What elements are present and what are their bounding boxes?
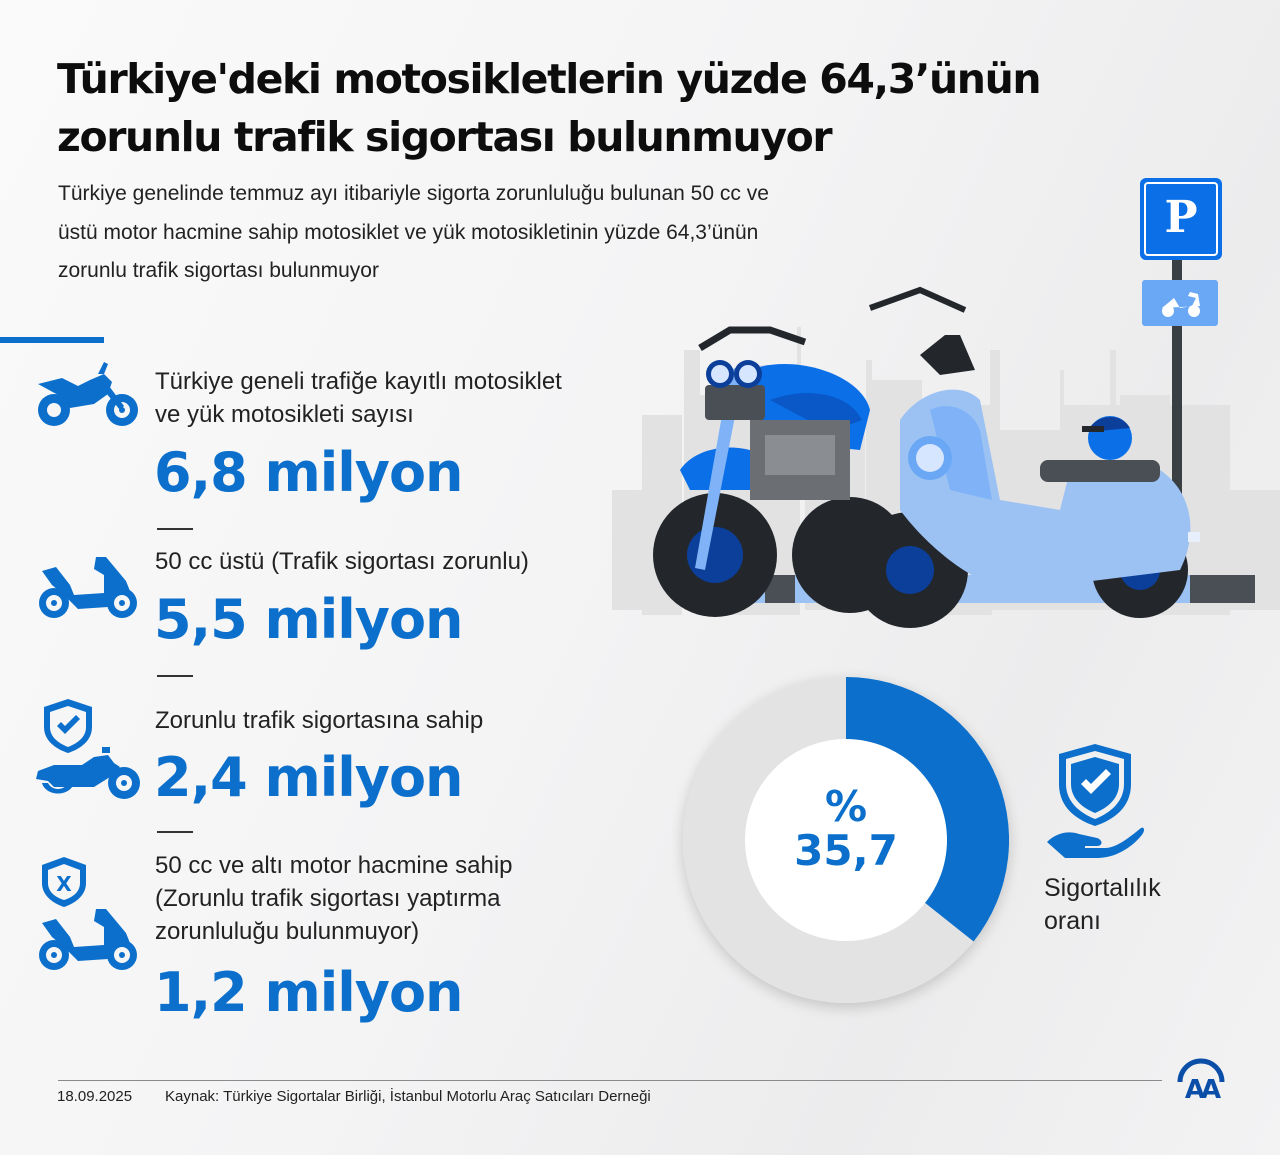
- aa-logo-icon: AA: [1177, 1058, 1225, 1102]
- title-line-1: Türkiye'deki motosikletlerin yüzde 64,3’…: [57, 55, 1042, 103]
- scooter-icon: [39, 557, 137, 618]
- donut-chart: [683, 677, 1010, 1003]
- shield-check-motorcycle-icon: [36, 699, 140, 799]
- stat-value-insured: 2,4 milyon: [154, 746, 463, 809]
- separator: [157, 831, 193, 833]
- shield-hand-icon: [1047, 744, 1144, 858]
- percent-value: 35,7: [794, 826, 898, 875]
- parking-sign: P: [1140, 178, 1222, 260]
- stat-value-registered: 6,8 milyon: [154, 441, 463, 504]
- stat-value-over-50cc: 5,5 milyon: [154, 588, 463, 651]
- svg-text:AA: AA: [1185, 1075, 1221, 1102]
- footer-divider: [58, 1080, 1162, 1081]
- motorcycle-icon: [38, 362, 138, 426]
- shield-x-scooter-icon: X: [39, 857, 137, 970]
- parked-motorcycles-illustration: P: [612, 178, 1280, 628]
- insurance-rate-donut: [683, 677, 1010, 1003]
- title-line-2: zorunlu trafik sigortası bulunmuyor: [57, 113, 833, 161]
- svg-text:P: P: [1164, 192, 1197, 243]
- footer-source: Kaynak: Türkiye Sigortalar Birliği, İsta…: [165, 1088, 651, 1105]
- separator: [157, 528, 193, 530]
- page-title: Türkiye'deki motosikletlerin yüzde 64,3’…: [57, 50, 1157, 166]
- stat-value-under-50cc: 1,2 milyon: [154, 961, 463, 1024]
- scooter-parking-sign: [1142, 280, 1218, 326]
- stat-label-registered: Türkiye geneli trafiğe kayıtlı motosikle…: [155, 368, 562, 428]
- donut-legend-label: Sigortalılık oranı: [1044, 874, 1161, 935]
- subtitle-line-3: zorunlu trafik sigortası bulunmuyor: [58, 259, 379, 282]
- percent-symbol: %: [824, 782, 868, 831]
- subtitle: Türkiye genelinde temmuz ayı itibariyle …: [58, 175, 918, 291]
- scooter-illustration: [852, 286, 1200, 628]
- svg-text:X: X: [56, 872, 72, 896]
- sign-pole: [1172, 260, 1182, 590]
- stat-label-under-50cc: 50 cc ve altı motor hacmine sahip (Zorun…: [155, 852, 513, 945]
- accent-line: [0, 337, 104, 343]
- separator: [157, 675, 193, 677]
- donut-center-value: % 35,7: [746, 785, 946, 873]
- stat-label-insured: Zorunlu trafik sigortasına sahip: [155, 707, 484, 734]
- subtitle-line-1: Türkiye genelinde temmuz ayı itibariyle …: [58, 182, 769, 205]
- footer-date: 18.09.2025: [57, 1088, 133, 1105]
- subtitle-line-2: üstü motor hacmine sahip motosiklet ve y…: [58, 220, 759, 244]
- stat-label-over-50cc: 50 cc üstü (Trafik sigortası zorunlu): [155, 548, 529, 575]
